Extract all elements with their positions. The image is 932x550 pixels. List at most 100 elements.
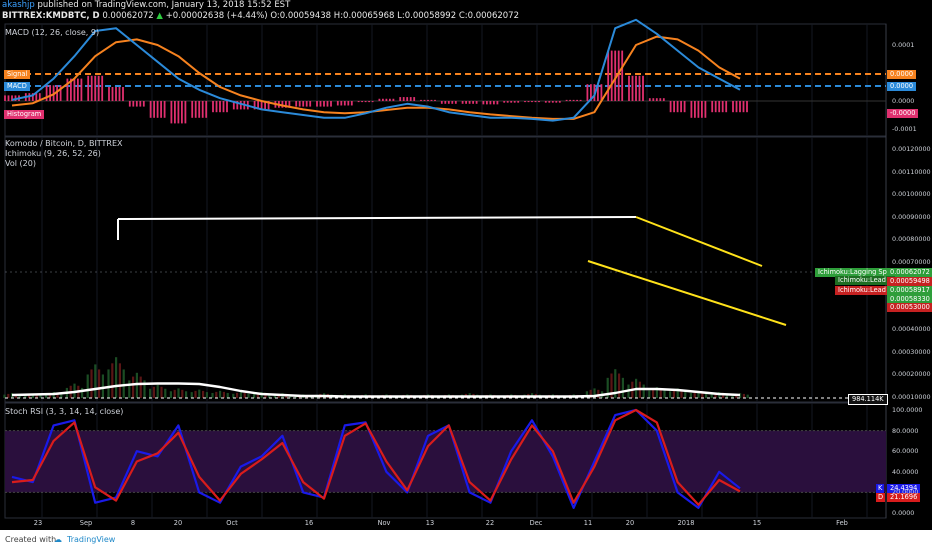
- price-pane-frame: [4, 136, 887, 403]
- time-axis-tick: 20: [625, 519, 635, 527]
- stoch-d-letter: D: [876, 493, 886, 502]
- low-value: L:0.00058992: [397, 11, 457, 21]
- volume-bar: [101, 374, 104, 398]
- histogram-tag: Histogram: [4, 110, 45, 119]
- stoch-d-line: [11, 408, 741, 506]
- volume-bar: [714, 392, 717, 398]
- last-price: 0.00062072: [102, 11, 154, 21]
- publisher-line: akashjp published on TradingView.com, Ja…: [2, 0, 290, 10]
- volume-bar: [3, 394, 6, 398]
- volume-ma-line: [11, 382, 741, 398]
- price-change: +0.00002638 (+4.44%): [165, 11, 268, 21]
- tradingview-brand[interactable]: TradingView: [67, 535, 116, 544]
- conversion-line-value: 0.00058917: [887, 286, 932, 295]
- stoch-axis-tick: 20.0000: [892, 488, 919, 497]
- stoch-rsi-pane-label[interactable]: Stoch RSI (3, 3, 14, 14, close): [5, 407, 124, 416]
- volume-bar: [160, 386, 163, 398]
- stoch-axis-tick: 0.0000: [892, 509, 915, 517]
- signal-value-tag: 0.0000: [887, 70, 917, 79]
- volume-bar: [253, 393, 256, 398]
- volume-bar: [39, 395, 42, 398]
- volume-bar: [705, 392, 708, 398]
- open-value: O:0.00059438: [270, 11, 332, 21]
- time-axis-tick: Oct: [226, 519, 238, 527]
- series-title[interactable]: Komodo / Bitcoin, D, BITTREX: [5, 139, 123, 148]
- publisher-text: published on TradingView.com, January 13…: [37, 0, 291, 10]
- macd-pane-label[interactable]: MACD (12, 26, close, 9): [5, 28, 100, 37]
- time-axis-tick: Feb: [836, 519, 848, 527]
- time-axis-tick: 13: [425, 519, 435, 527]
- volume-bar: [663, 390, 666, 398]
- volume-bar: [697, 390, 700, 398]
- volume-bar: [618, 373, 621, 398]
- volume-bar: [689, 392, 692, 398]
- price-axis-tick: 0.00090000: [892, 212, 931, 221]
- macd-pane-frame: [4, 23, 887, 137]
- volume-bar: [655, 387, 658, 398]
- lead2-value: 0.00053000: [887, 303, 932, 312]
- volume-bar: [194, 390, 197, 398]
- stoch-axis-tick: 60.0000: [892, 447, 919, 456]
- volume-bar: [118, 363, 121, 398]
- time-axis-tick: 22: [485, 519, 495, 527]
- histogram-value-tag: -0.0000: [887, 109, 919, 118]
- price-axis-tick: 0.00020000: [892, 370, 931, 379]
- volume-bar: [31, 394, 34, 398]
- volume-bar: [648, 390, 651, 398]
- volume-bar: [177, 388, 180, 398]
- volume-bar: [215, 391, 218, 398]
- footer-bar: Created with ☁ TradingView: [0, 530, 932, 550]
- volume-bar: [190, 392, 193, 398]
- volume-bar: [731, 394, 734, 398]
- volume-bar: [264, 392, 267, 398]
- volume-bar: [28, 394, 31, 398]
- resistance-trendline-horizontal: [117, 216, 637, 220]
- volume-bar: [94, 364, 97, 398]
- volume-bar: [45, 393, 48, 398]
- volume-bar: [181, 389, 184, 398]
- lagging-span-value: 0.00062072: [887, 268, 932, 277]
- high-value: H:0.00065968: [333, 11, 395, 21]
- volume-bar: [701, 391, 704, 398]
- price-axis-tick: 0.00070000: [892, 257, 931, 266]
- volume-bar: [60, 393, 63, 398]
- volume-bar: [81, 387, 84, 398]
- volume-bar: [107, 369, 110, 398]
- chart-canvas[interactable]: [0, 0, 932, 530]
- macd-axis-tick: -0.0001: [892, 125, 917, 133]
- volume-bar: [35, 394, 38, 398]
- volume-bar: [268, 393, 271, 398]
- volume-bar: [90, 369, 93, 398]
- volume-bar: [659, 388, 662, 398]
- volume-bar: [198, 389, 201, 398]
- volume-bar: [739, 393, 742, 398]
- volume-bar: [676, 388, 679, 398]
- volume-bar: [710, 393, 713, 398]
- volume-bar: [236, 392, 239, 398]
- volume-bar: [606, 377, 609, 398]
- ichimoku-label[interactable]: Ichimoku (9, 26, 52, 26): [5, 149, 101, 158]
- volume-bar: [226, 392, 229, 398]
- volume-bar: [742, 393, 745, 398]
- price-axis-tick: 0.00110000: [892, 167, 931, 176]
- volume-bar: [111, 363, 114, 398]
- volume-bar: [185, 391, 188, 398]
- stoch-k-line: [11, 408, 741, 509]
- volume-bar: [256, 392, 259, 398]
- change-arrow-icon: ▲: [156, 11, 163, 21]
- volume-bar: [232, 393, 235, 398]
- volume-bar: [173, 389, 176, 398]
- volume-bar: [621, 377, 624, 398]
- volume-bar: [672, 389, 675, 398]
- volume-bar: [589, 389, 592, 398]
- volume-bar: [669, 391, 672, 398]
- volume-bar: [680, 389, 683, 398]
- volume-bar: [222, 391, 225, 398]
- publisher-username[interactable]: akashjp: [2, 0, 35, 10]
- volume-bar: [128, 380, 131, 398]
- symbol-name[interactable]: BITTREX:KMDBTC, D: [2, 11, 100, 21]
- volume-bar: [149, 388, 152, 398]
- volume-bar: [132, 376, 135, 398]
- volume-label[interactable]: Vol (20): [5, 159, 36, 168]
- volume-bar: [98, 369, 101, 398]
